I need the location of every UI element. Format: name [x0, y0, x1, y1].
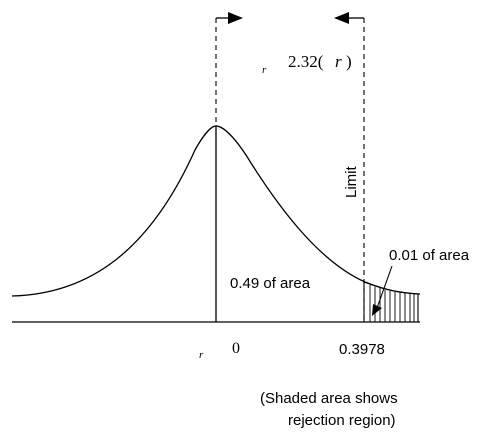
width-expression-close: ) — [346, 52, 352, 71]
center-area-label: 0.49 of area — [230, 275, 311, 292]
arrow-right-icon — [216, 12, 243, 24]
width-expression-var: r — [335, 52, 342, 71]
limit-label: Limit — [343, 165, 360, 198]
area-pointer-arrow — [372, 265, 393, 316]
axis-limit-value: 0.3978 — [339, 341, 385, 358]
width-expression: 2.32( — [288, 52, 324, 71]
note-line-2: rejection region) — [288, 412, 396, 429]
note-line-1: (Shaded area shows — [260, 390, 398, 407]
right-area-label: 0.01 of area — [389, 247, 470, 264]
rejection-region — [363, 281, 419, 323]
axis-zero-label: 0 — [232, 340, 240, 357]
arrow-left-icon — [334, 12, 364, 24]
axis-mu-r-label: r — [199, 349, 204, 361]
sigma-r-small-label: r — [262, 64, 267, 76]
